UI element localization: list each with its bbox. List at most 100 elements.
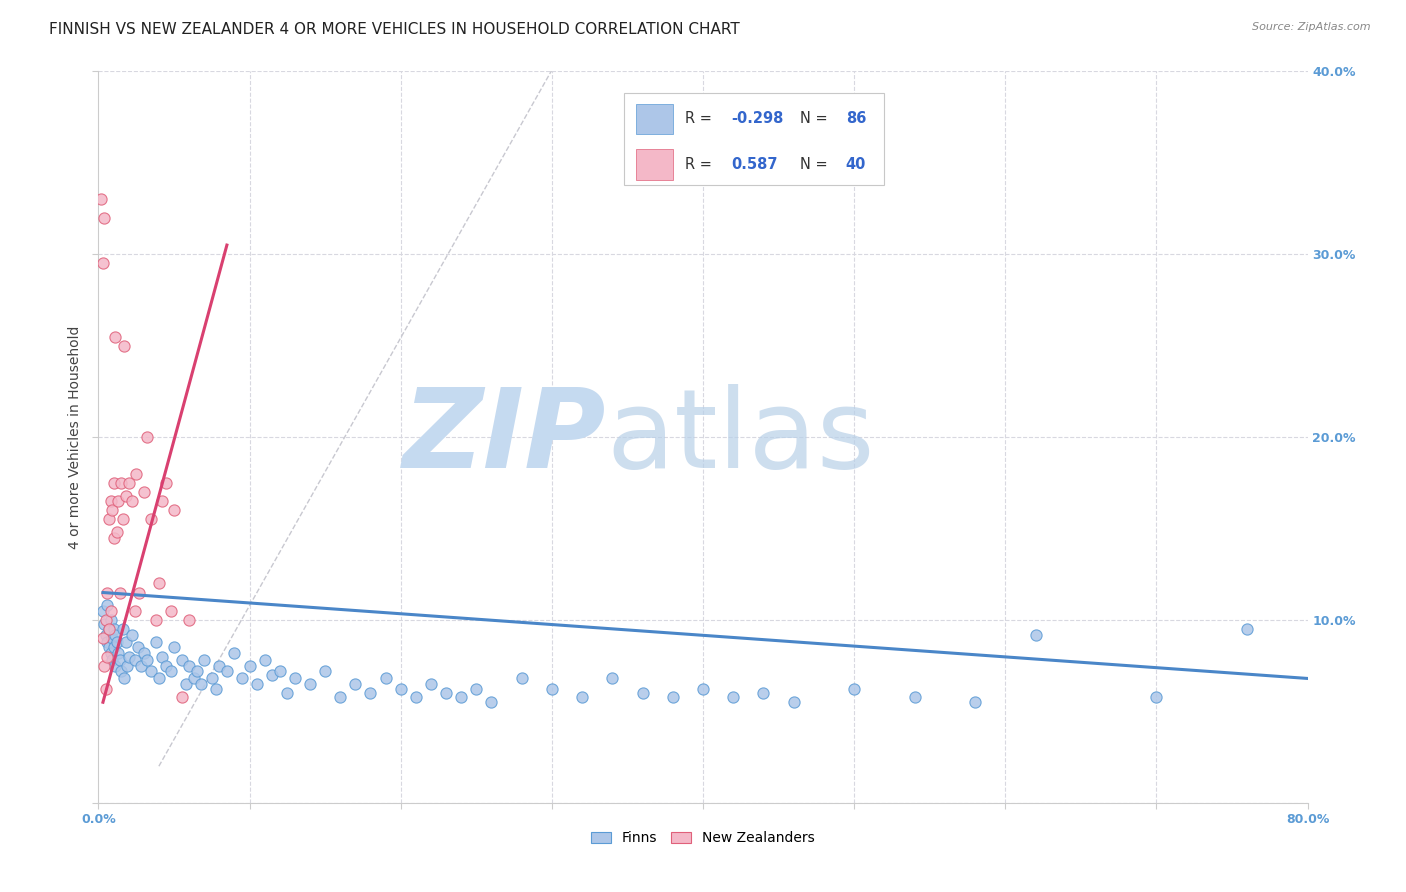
Point [101,653,124,667]
Point [94,682,117,697]
Point [90,192,112,206]
Point [314,664,336,678]
Point [94,627,117,641]
Point [108,585,131,599]
FancyBboxPatch shape [637,149,672,180]
Text: R =: R = [685,112,717,127]
Point [93,658,115,673]
Point [186,664,208,678]
Point [96,635,118,649]
Point [329,690,352,704]
Point [174,677,197,691]
Point [112,672,135,686]
Point [135,430,157,444]
Point [148,672,170,686]
Point [96,649,118,664]
Point [107,646,129,660]
Point [91,604,114,618]
Point [110,664,132,678]
Point [344,677,367,691]
Point [155,475,177,490]
Point [1144,690,1167,704]
Point [193,653,215,667]
Point [253,653,276,667]
Point [246,677,269,691]
FancyBboxPatch shape [624,94,884,185]
Point [160,664,183,678]
Legend: Finns, New Zealanders: Finns, New Zealanders [586,826,820,851]
Point [284,672,307,686]
Point [150,649,173,664]
Point [201,672,224,686]
Text: ZIP: ZIP [402,384,606,491]
Point [661,690,683,704]
Point [98,622,121,636]
Point [205,682,228,697]
Point [98,622,121,636]
Point [141,512,163,526]
Point [160,604,183,618]
Point [91,256,114,270]
Point [121,494,143,508]
Point [91,632,114,646]
Point [179,613,201,627]
Point [170,653,193,667]
Point [465,682,488,697]
Point [94,613,117,627]
Text: N =: N = [800,157,832,172]
Point [98,640,121,655]
Point [262,667,284,681]
Point [96,585,118,599]
Point [224,646,246,660]
Point [420,677,443,691]
Point [93,616,115,631]
Point [540,682,562,697]
Point [141,664,163,678]
Point [163,640,186,655]
Point [602,672,624,686]
Point [1236,622,1258,636]
Point [100,494,122,508]
Point [783,695,806,709]
Point [128,585,150,599]
Point [163,503,186,517]
Point [150,494,173,508]
Point [183,672,205,686]
Point [118,475,141,490]
Text: FINNISH VS NEW ZEALANDER 4 OR MORE VEHICLES IN HOUSEHOLD CORRELATION CHART: FINNISH VS NEW ZEALANDER 4 OR MORE VEHIC… [49,22,740,37]
Point [405,690,427,704]
Point [111,512,134,526]
Point [965,695,987,709]
Point [103,640,125,655]
Point [112,338,135,352]
Point [179,658,201,673]
Point [103,622,125,636]
Text: 0.587: 0.587 [731,157,778,172]
Text: 86: 86 [845,112,866,127]
Point [208,658,231,673]
Point [450,690,472,704]
Point [125,467,148,481]
Point [434,686,457,700]
Point [360,686,382,700]
Point [127,640,149,655]
Point [752,686,775,700]
Point [631,686,654,700]
Point [155,658,177,673]
Point [114,635,136,649]
Text: Source: ZipAtlas.com: Source: ZipAtlas.com [1253,22,1371,32]
Point [129,658,152,673]
Point [145,613,167,627]
Point [114,489,136,503]
Y-axis label: 4 or more Vehicles in Household: 4 or more Vehicles in Household [69,326,83,549]
Point [374,672,396,686]
Point [104,329,127,343]
Point [107,494,129,508]
Point [115,658,138,673]
Text: 40: 40 [845,157,866,172]
Point [1024,627,1046,641]
Point [571,690,593,704]
Point [170,690,193,704]
Point [481,695,503,709]
Point [93,211,115,225]
